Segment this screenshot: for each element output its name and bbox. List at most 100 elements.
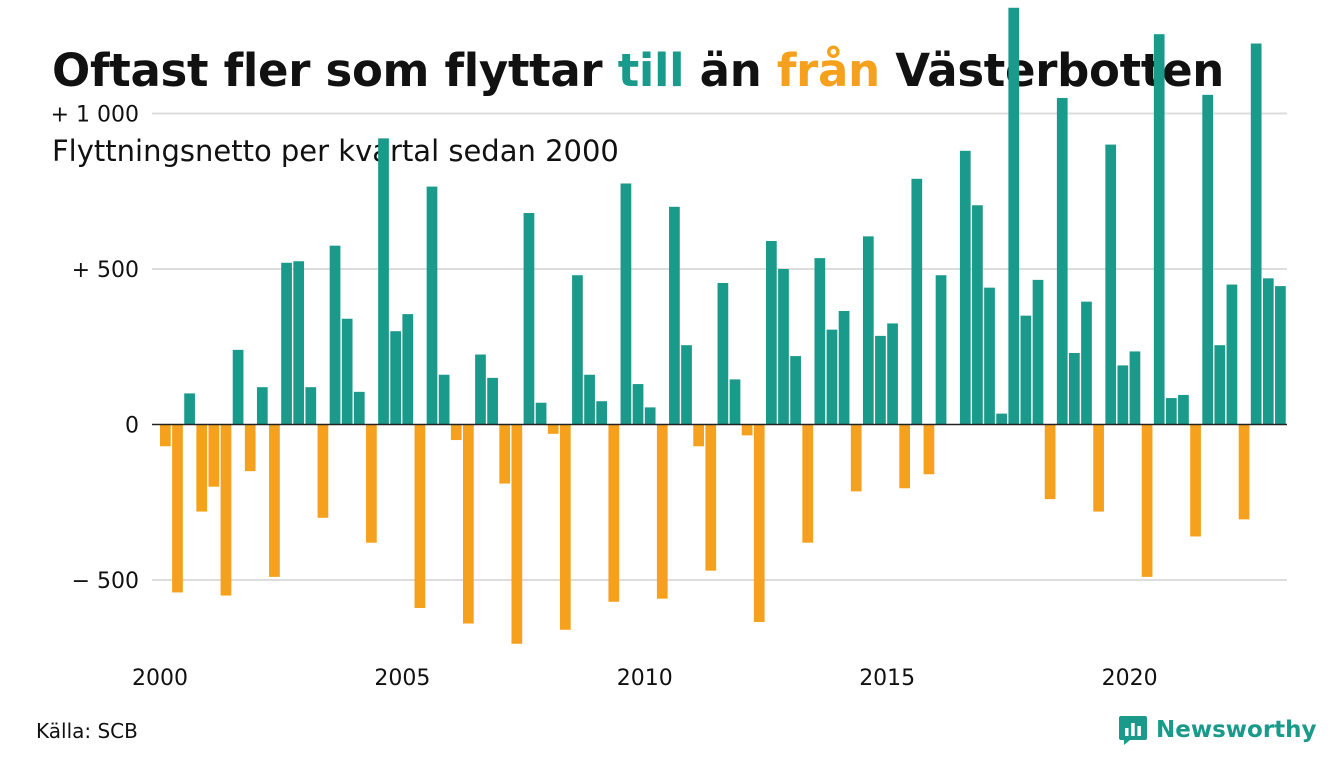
bar — [196, 424, 208, 512]
bar — [463, 424, 474, 624]
title-part-1: Oftast fler som flyttar — [52, 44, 618, 97]
y-tick-label: + 1 000 — [51, 103, 139, 128]
bar — [826, 329, 838, 425]
bar — [499, 424, 511, 484]
bar — [959, 150, 971, 425]
bar — [1202, 94, 1214, 425]
newsworthy-logo-icon — [1119, 716, 1147, 745]
brand-name: Newsworthy — [1156, 717, 1317, 743]
bar — [293, 261, 305, 425]
bar — [244, 424, 256, 472]
bar — [256, 387, 268, 425]
bar — [184, 393, 195, 425]
bar — [790, 356, 801, 425]
bar — [996, 413, 1007, 425]
title-part-3: än — [684, 44, 777, 97]
bar — [1020, 315, 1032, 425]
bar — [899, 424, 911, 489]
bar — [875, 335, 886, 425]
bar — [850, 424, 862, 492]
bar — [1226, 284, 1238, 425]
bar — [366, 424, 377, 543]
bar — [766, 241, 777, 425]
bar — [1093, 424, 1104, 512]
bar — [305, 387, 317, 425]
x-tick-label: 2000 — [132, 666, 188, 691]
bar — [1275, 286, 1286, 425]
bar — [681, 345, 692, 425]
bar — [1141, 424, 1153, 577]
bar — [172, 424, 183, 593]
bar — [208, 424, 220, 487]
bar — [232, 349, 244, 425]
title-part-5: Västerbotten — [879, 44, 1225, 97]
bar — [705, 424, 717, 571]
bar — [608, 424, 620, 602]
bar — [353, 391, 365, 425]
bar — [317, 424, 329, 518]
bar — [1190, 424, 1201, 537]
bar — [511, 424, 523, 644]
bar — [1262, 278, 1274, 425]
bar — [935, 275, 947, 425]
bar — [620, 183, 632, 425]
bar — [984, 287, 995, 425]
bar — [753, 424, 765, 622]
source-note: Källa: SCB — [36, 719, 138, 743]
bar — [1238, 424, 1250, 520]
bar — [572, 275, 583, 425]
bar — [972, 205, 983, 425]
chart-title: Oftast fler som flyttar till än från Väs… — [52, 44, 1224, 97]
bar — [1214, 345, 1226, 425]
bar — [487, 377, 498, 425]
x-tick-label: 2005 — [374, 666, 430, 691]
grid-layer — [152, 112, 1287, 581]
bar — [281, 262, 292, 425]
x-tick-label: 2010 — [617, 666, 673, 691]
bar — [802, 424, 814, 543]
bar — [547, 424, 559, 434]
bar — [778, 269, 789, 425]
bar — [814, 258, 826, 425]
bar — [1250, 43, 1262, 425]
bar — [378, 138, 389, 425]
bar — [644, 407, 656, 425]
bar — [669, 206, 680, 425]
bar — [1129, 351, 1141, 425]
bar — [632, 384, 644, 425]
bar — [911, 178, 923, 425]
bar — [1056, 97, 1068, 425]
bar — [450, 424, 462, 441]
bar — [1008, 7, 1020, 425]
bar-layer — [160, 7, 1286, 644]
y-tick-label: − 500 — [72, 569, 139, 594]
bar — [887, 323, 898, 425]
bar — [269, 424, 280, 577]
bar — [426, 186, 438, 425]
title-highlight-fran: från — [776, 44, 880, 97]
bar — [862, 236, 874, 425]
bar — [1178, 394, 1189, 425]
bar — [693, 424, 704, 447]
bar — [1081, 301, 1092, 425]
bar — [729, 379, 741, 425]
bar — [838, 310, 850, 425]
bar — [596, 401, 608, 425]
bar — [535, 402, 547, 425]
bar — [341, 318, 353, 425]
bar — [559, 424, 571, 630]
bar — [741, 424, 753, 436]
bar — [1105, 144, 1117, 425]
bar — [1153, 34, 1165, 425]
title-highlight-till: till — [617, 44, 685, 97]
bar — [584, 374, 595, 425]
bar — [1069, 352, 1080, 425]
bar — [923, 424, 935, 475]
bar — [402, 314, 414, 425]
y-tick-label: + 500 — [72, 258, 139, 283]
bar — [656, 424, 668, 599]
chart-subtitle: Flyttningsnetto per kvartal sedan 2000 — [52, 134, 619, 168]
y-tick-label: 0 — [125, 414, 139, 439]
